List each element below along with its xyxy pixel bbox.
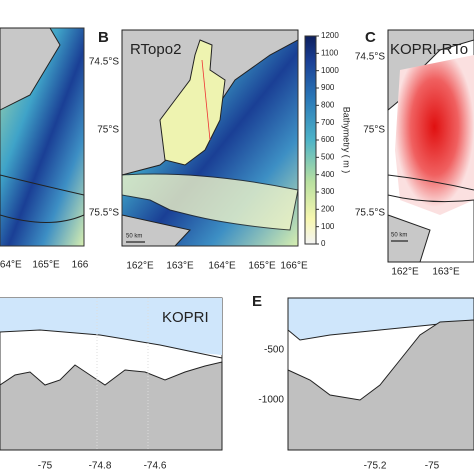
lon-label: 163°E: [432, 267, 460, 278]
lon-label: 166°E: [280, 261, 308, 272]
ice-shelf: [159, 39, 226, 166]
lat-label: 74.5°S: [355, 52, 385, 63]
lat-label: 75°S: [97, 125, 119, 136]
glacier-tongue: [121, 173, 299, 231]
panel-d: KOPRI -75 -74.8 -74.6: [0, 297, 223, 472]
land: [387, 29, 474, 112]
colorbar-tick-label: 1100: [321, 48, 339, 57]
lon-label: 164°E: [208, 261, 236, 272]
water: [0, 298, 222, 355]
lon-label: 166: [72, 260, 89, 271]
difference-field: [395, 55, 474, 215]
colorbar-tick-label: 400: [321, 170, 335, 179]
lat-label: 75°S: [363, 125, 385, 136]
colorbar-tick-label: 600: [321, 135, 335, 144]
lon-label: 165°E: [248, 261, 276, 272]
panel-title: RTopo2: [130, 41, 181, 58]
panel-e: E -500 -1000 -75.2 -75: [252, 293, 474, 472]
seafloor: [0, 361, 223, 451]
seafloor: [287, 319, 474, 451]
lat-label: 75.5°S: [89, 208, 119, 219]
x-tick-label: -75: [38, 461, 53, 472]
ice-base: [0, 329, 223, 359]
water: [287, 297, 474, 341]
colorbar-tick-label: 700: [321, 118, 335, 127]
colorbar-tick-label: 0: [321, 239, 326, 248]
colorbar-label: Bathymetry ( m ): [342, 107, 352, 174]
panel-c: C KOPRI-RTo 50 km 74.5°S 75°S 75.5°S 162…: [355, 29, 474, 278]
scale-label: 50 km: [391, 233, 407, 239]
lon-label: 162°E: [126, 261, 154, 272]
land: [0, 27, 61, 111]
colorbar-tick-label: 200: [321, 204, 335, 213]
panel-label: C: [365, 29, 376, 46]
colorbar-tick-label: 500: [321, 152, 335, 161]
lon-label: 165°E: [32, 260, 60, 271]
colorbar-tick-label: 800: [321, 100, 335, 109]
lon-label: 164°E: [0, 260, 22, 271]
lat-label: 75.5°S: [355, 208, 385, 219]
x-tick-label: -75: [425, 461, 440, 472]
colorbar-tick-label: 100: [321, 222, 335, 231]
colorbar-tick-label: 900: [321, 83, 335, 92]
panel-label: E: [252, 293, 262, 310]
land: [121, 214, 191, 247]
lon-label: 163°E: [166, 261, 194, 272]
colorbar: [304, 35, 317, 245]
ice-outline: [0, 174, 85, 223]
transect: [201, 59, 211, 141]
ice-outline: [387, 174, 474, 203]
lon-label: 162°E: [391, 267, 419, 278]
colorbar-tick-label: 1000: [321, 66, 339, 75]
panel-b: B RTopo2 50 km 74.5°S 75°S 75.5°S 162°E …: [89, 29, 352, 272]
panel-label: B: [98, 29, 109, 46]
lat-label: 74.5°S: [89, 57, 119, 68]
colorbar-tick-label: 300: [321, 187, 335, 196]
x-tick-label: -74.8: [89, 461, 112, 472]
x-tick-label: -74.6: [144, 461, 167, 472]
panel-title: KOPRI-RTo: [390, 41, 468, 58]
panel-a: 164°E 165°E 166: [0, 27, 89, 271]
y-tick-label: -500: [264, 345, 284, 356]
y-tick-label: -1000: [258, 395, 284, 406]
panel-title: KOPRI: [162, 309, 209, 326]
colorbar-tick-label: 1200: [321, 31, 339, 40]
x-tick-label: -75.2: [364, 461, 387, 472]
scale-label: 50 km: [126, 234, 142, 240]
land: [387, 214, 431, 263]
